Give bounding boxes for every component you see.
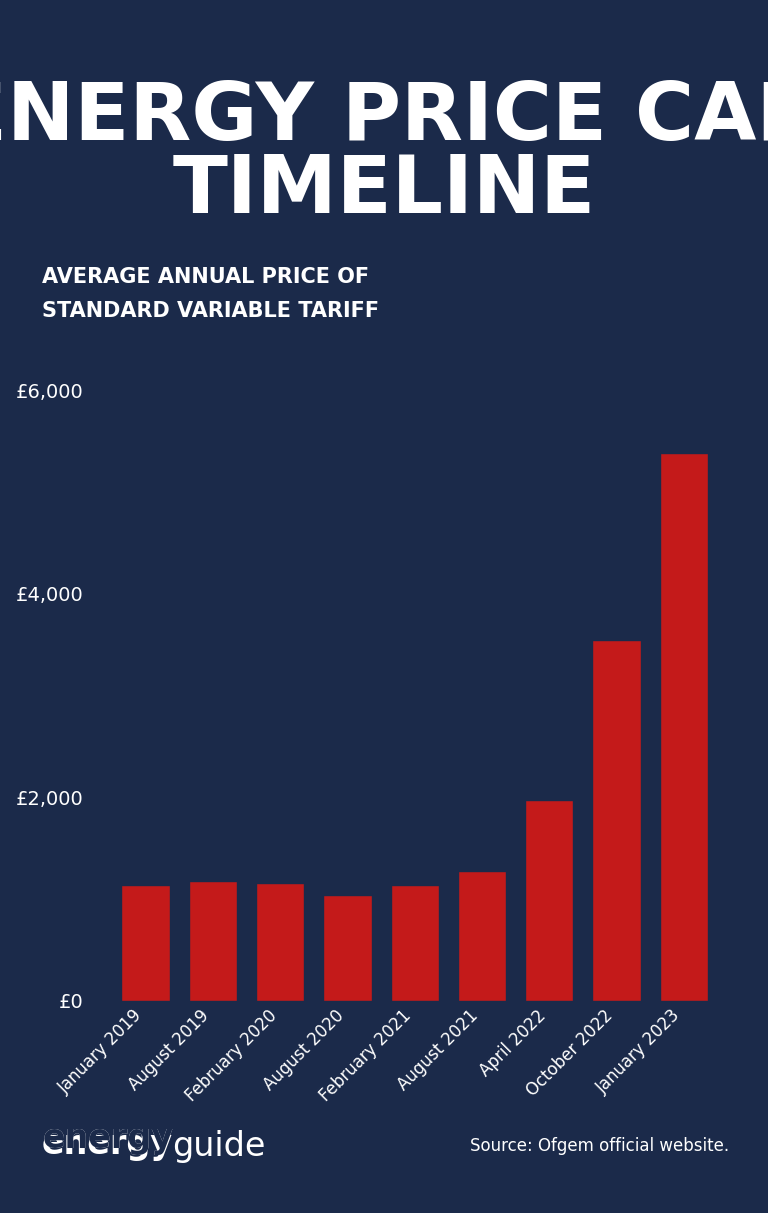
Bar	[390, 885, 439, 1001]
Bar	[323, 895, 372, 1001]
Bar	[660, 452, 708, 1001]
Text: Source: Ofgem official website.: Source: Ofgem official website.	[471, 1138, 730, 1155]
Text: AVERAGE ANNUAL PRICE OF: AVERAGE ANNUAL PRICE OF	[42, 267, 369, 286]
Bar	[121, 885, 170, 1001]
Text: energy: energy	[42, 1122, 174, 1155]
Bar	[458, 871, 506, 1001]
Text: ENERGY PRICE CAP: ENERGY PRICE CAP	[0, 79, 768, 156]
Text: guide: guide	[172, 1129, 266, 1163]
Bar	[525, 801, 574, 1001]
Bar	[189, 881, 237, 1001]
Text: TIMELINE: TIMELINE	[172, 152, 596, 229]
Bar	[592, 639, 641, 1001]
Text: energy: energy	[41, 1128, 172, 1161]
Text: STANDARD VARIABLE TARIFF: STANDARD VARIABLE TARIFF	[42, 301, 379, 320]
Text: energyguide: energyguide	[42, 1122, 279, 1155]
Bar	[256, 883, 304, 1001]
